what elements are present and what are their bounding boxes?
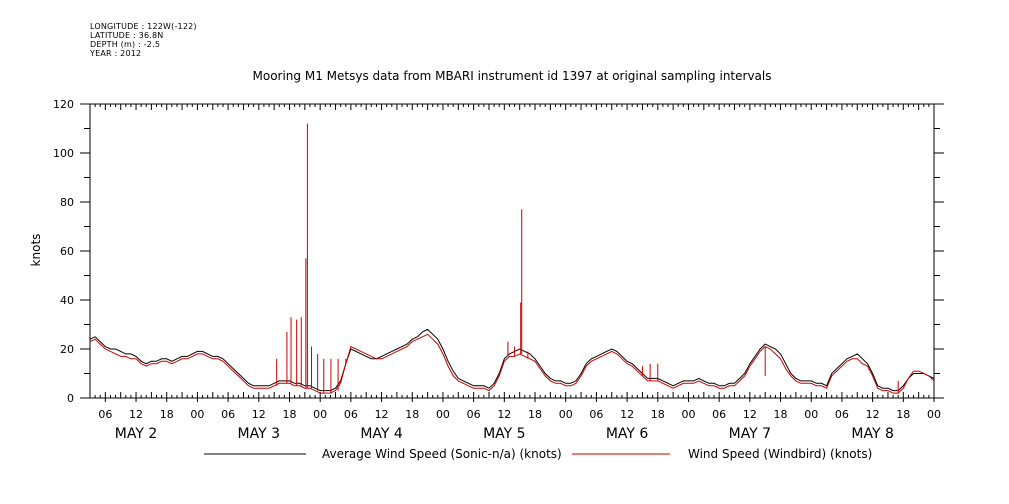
- x-tick-label: 18: [896, 408, 910, 421]
- x-tick-label: 00: [313, 408, 327, 421]
- x-day-label: MAY 5: [483, 426, 525, 442]
- x-tick-label: 18: [651, 408, 665, 421]
- x-tick-label: 12: [129, 408, 143, 421]
- chart-title: Mooring M1 Metsys data from MBARI instru…: [253, 69, 772, 83]
- longitude-label: LONGITUDE : 122W(-122): [90, 22, 197, 31]
- x-tick-label: 18: [282, 408, 296, 421]
- y-tick-label: 60: [60, 245, 74, 258]
- x-tick-label: 06: [467, 408, 481, 421]
- x-tick-label: 18: [160, 408, 174, 421]
- x-day-label: MAY 7: [729, 426, 771, 442]
- x-tick-label: 12: [743, 408, 757, 421]
- y-tick-label: 100: [53, 147, 74, 160]
- x-tick-label: 06: [344, 408, 358, 421]
- x-tick-label: 18: [774, 408, 788, 421]
- x-tick-label: 12: [866, 408, 880, 421]
- x-day-label: MAY 3: [238, 426, 280, 442]
- x-tick-label: 18: [528, 408, 542, 421]
- x-tick-label: 00: [681, 408, 695, 421]
- x-tick-label: 18: [405, 408, 419, 421]
- x-day-label: MAY 6: [606, 426, 649, 442]
- y-axis-label: knots: [29, 234, 43, 267]
- x-tick-label: 00: [190, 408, 204, 421]
- x-day-label: MAY 2: [115, 426, 157, 442]
- x-tick-label: 06: [221, 408, 235, 421]
- latitude-label: LATITUDE : 36.8N: [90, 31, 164, 40]
- depth-label: DEPTH (m) : -2.5: [90, 40, 161, 49]
- x-tick-label: 12: [497, 408, 511, 421]
- x-tick-label: 06: [712, 408, 726, 421]
- y-tick-label: 0: [67, 392, 74, 405]
- y-tick-label: 40: [60, 294, 74, 307]
- x-tick-label: 06: [98, 408, 112, 421]
- series-line-average-wind-speed: [89, 328, 935, 392]
- x-tick-label: 06: [835, 408, 849, 421]
- x-tick-label: 12: [252, 408, 266, 421]
- x-tick-label: 00: [804, 408, 818, 421]
- x-tick-label: 00: [436, 408, 450, 421]
- series-line-windbird-wind-speed: [89, 333, 935, 394]
- x-tick-label: 12: [375, 408, 389, 421]
- x-tick-label: 06: [589, 408, 603, 421]
- plot-frame: [89, 103, 935, 399]
- legend-label-average: Average Wind Speed (Sonic-n/a) (knots): [322, 447, 562, 461]
- legend-label-windbird: Wind Speed (Windbird) (knots): [688, 447, 872, 461]
- x-tick-label: 00: [927, 408, 941, 421]
- x-day-label: MAY 4: [360, 426, 403, 442]
- x-tick-label: 12: [620, 408, 634, 421]
- legend: Average Wind Speed (Sonic-n/a) (knots) W…: [204, 447, 872, 461]
- year-label: YEAR : 2012: [90, 49, 142, 58]
- x-tick-label: 00: [559, 408, 573, 421]
- y-tick-label: 80: [60, 196, 74, 209]
- x-day-label: MAY 8: [851, 426, 893, 442]
- y-tick-label: 120: [53, 98, 74, 111]
- y-tick-label: 20: [60, 343, 74, 356]
